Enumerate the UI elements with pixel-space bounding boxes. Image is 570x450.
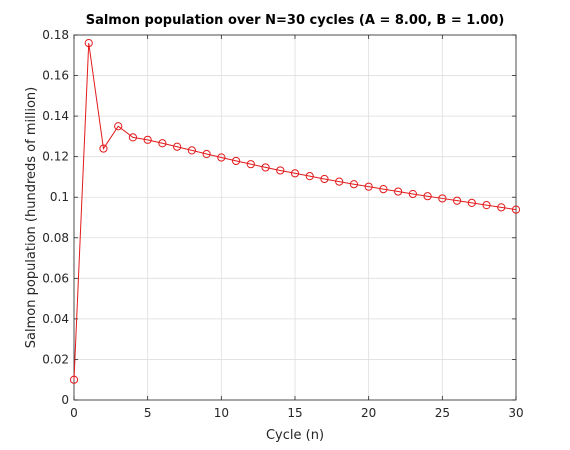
data-point-marker — [143, 135, 152, 144]
data-point-marker — [99, 144, 108, 153]
data-point-marker — [379, 185, 388, 194]
data-point-marker — [217, 153, 226, 162]
data-point-marker — [511, 205, 521, 214]
y-tick-label: 0.18 — [42, 28, 69, 42]
y-tick-label: 0.1 — [50, 190, 69, 204]
y-tick-label: 0.06 — [42, 271, 69, 285]
x-tick-label: 20 — [361, 406, 376, 420]
data-series — [69, 39, 521, 384]
data-point-marker — [335, 177, 344, 186]
y-tick-label: 0.08 — [42, 231, 69, 245]
data-point-marker — [320, 174, 329, 184]
data-point-marker — [84, 39, 93, 48]
y-tick-label: 0.14 — [42, 109, 69, 123]
chart-title: Salmon population over N=30 cycles (A = … — [86, 13, 505, 28]
data-point-marker — [290, 169, 300, 178]
data-point-marker — [364, 182, 373, 191]
data-point-marker — [482, 201, 491, 210]
x-tick-label: 5 — [144, 406, 152, 420]
data-point-marker — [261, 163, 270, 172]
y-tick-label: 0.16 — [42, 69, 69, 83]
y-tick-label: 0.02 — [42, 352, 69, 366]
data-point-marker — [467, 198, 476, 207]
data-point-marker — [187, 146, 196, 155]
x-tick-label: 10 — [214, 406, 229, 420]
data-point-marker — [497, 203, 506, 212]
data-point-marker — [158, 139, 167, 148]
series-line — [73, 43, 517, 380]
y-axis-label: Salmon population (hundreds of million) — [24, 87, 39, 348]
data-point-marker — [276, 166, 285, 175]
x-tick-label: 0 — [70, 406, 78, 420]
x-axis-label: Cycle (n) — [266, 428, 324, 443]
data-point-marker — [246, 160, 255, 169]
data-point-marker — [128, 133, 138, 142]
data-point-marker — [423, 192, 432, 201]
data-point-marker — [452, 196, 462, 205]
y-tick-label: 0 — [61, 393, 69, 407]
data-point-marker — [408, 189, 417, 199]
x-tick-label: 30 — [508, 406, 523, 420]
axis-ticks: 0 5 10 15 20 25 30 0 0.02 0.04 0.06 0.08 0.1 0.12 0.14… — [42, 28, 523, 420]
x-tick-label: 15 — [287, 406, 302, 420]
data-point-marker — [69, 375, 79, 384]
data-point-marker — [231, 156, 241, 166]
data-point-marker — [173, 142, 182, 151]
data-point-marker — [305, 172, 314, 181]
data-point-marker — [394, 187, 403, 196]
x-tick-label: 25 — [435, 406, 450, 420]
y-tick-label: 0.04 — [42, 312, 69, 326]
data-point-marker — [438, 194, 447, 203]
data-point-marker — [202, 149, 211, 159]
data-point-marker — [114, 122, 123, 131]
y-tick-label: 0.12 — [42, 150, 69, 164]
data-point-marker — [349, 180, 359, 189]
